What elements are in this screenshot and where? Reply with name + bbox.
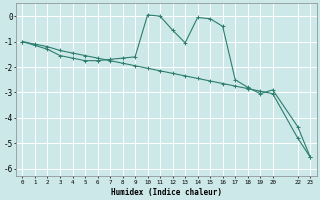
X-axis label: Humidex (Indice chaleur): Humidex (Indice chaleur) bbox=[111, 188, 222, 197]
